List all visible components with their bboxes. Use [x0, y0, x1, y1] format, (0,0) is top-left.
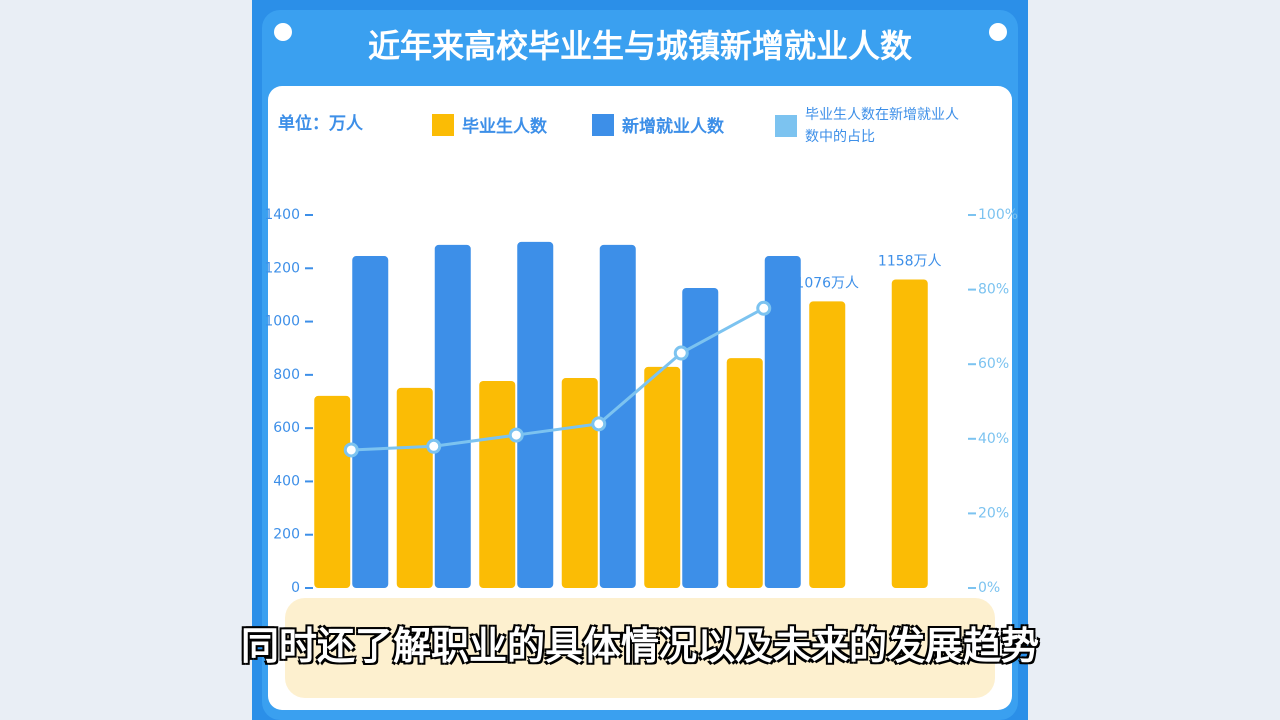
bar [434, 244, 471, 588]
line [351, 306, 765, 452]
bar [479, 380, 516, 588]
bar [396, 387, 433, 588]
chart-title: 近年来高校毕业生与城镇新增就业人数 [368, 27, 913, 65]
video-caption: 同时还了解职业的具体情况以及未来的发展趋势 [240, 624, 1039, 668]
dot [274, 23, 292, 41]
bar [314, 395, 351, 588]
point [756, 300, 772, 316]
y-tick-label: 1200 [264, 260, 300, 276]
legend-item: 毕业生人数 [432, 112, 547, 137]
data-label: 1158万人 [878, 253, 942, 269]
point [426, 438, 442, 454]
y2-tick-label: 60% [978, 356, 1009, 372]
bar [517, 241, 554, 588]
y-tick-label: 200 [273, 527, 300, 543]
y-tick-label: 0 [291, 580, 300, 596]
y-tick-label: 600 [273, 420, 300, 436]
bar [764, 256, 801, 588]
point [343, 442, 359, 458]
y2-tick-label: 100% [978, 207, 1018, 223]
point [673, 345, 689, 361]
bar [644, 366, 681, 588]
axis-band [285, 598, 995, 698]
legend-item: 新增就业人数 [592, 112, 724, 137]
legend-label: 新增就业人数 [622, 117, 724, 137]
point [508, 427, 524, 443]
bar [891, 279, 928, 588]
y2-tick-label: 20% [978, 505, 1009, 521]
y2-tick-label: 80% [978, 282, 1009, 298]
bar [599, 244, 636, 588]
bar [682, 288, 719, 588]
bar [561, 378, 598, 588]
y2-tick-label: 0% [978, 580, 1000, 596]
y-tick-label: 800 [273, 367, 300, 383]
y-tick-label: 400 [273, 473, 300, 489]
legend-item: 毕业生人数在新增就业人数中的占比 [775, 104, 965, 148]
legend-label: 毕业生人数在新增就业人数中的占比 [805, 107, 959, 145]
legend-swatch [592, 113, 614, 136]
legend-swatch [432, 113, 454, 136]
bar [352, 256, 389, 588]
bar [726, 358, 763, 588]
unit-label: 单位：万人 [278, 113, 364, 134]
dot [989, 23, 1007, 41]
legend-swatch [775, 115, 797, 137]
y2-tick-label: 40% [978, 431, 1009, 447]
legend-label: 毕业生人数 [462, 117, 547, 137]
point [591, 416, 607, 432]
data-label: 1076万人 [795, 275, 859, 291]
y-tick-label: 1400 [264, 207, 300, 223]
y-tick-label: 1000 [264, 314, 300, 330]
bar [809, 301, 846, 588]
